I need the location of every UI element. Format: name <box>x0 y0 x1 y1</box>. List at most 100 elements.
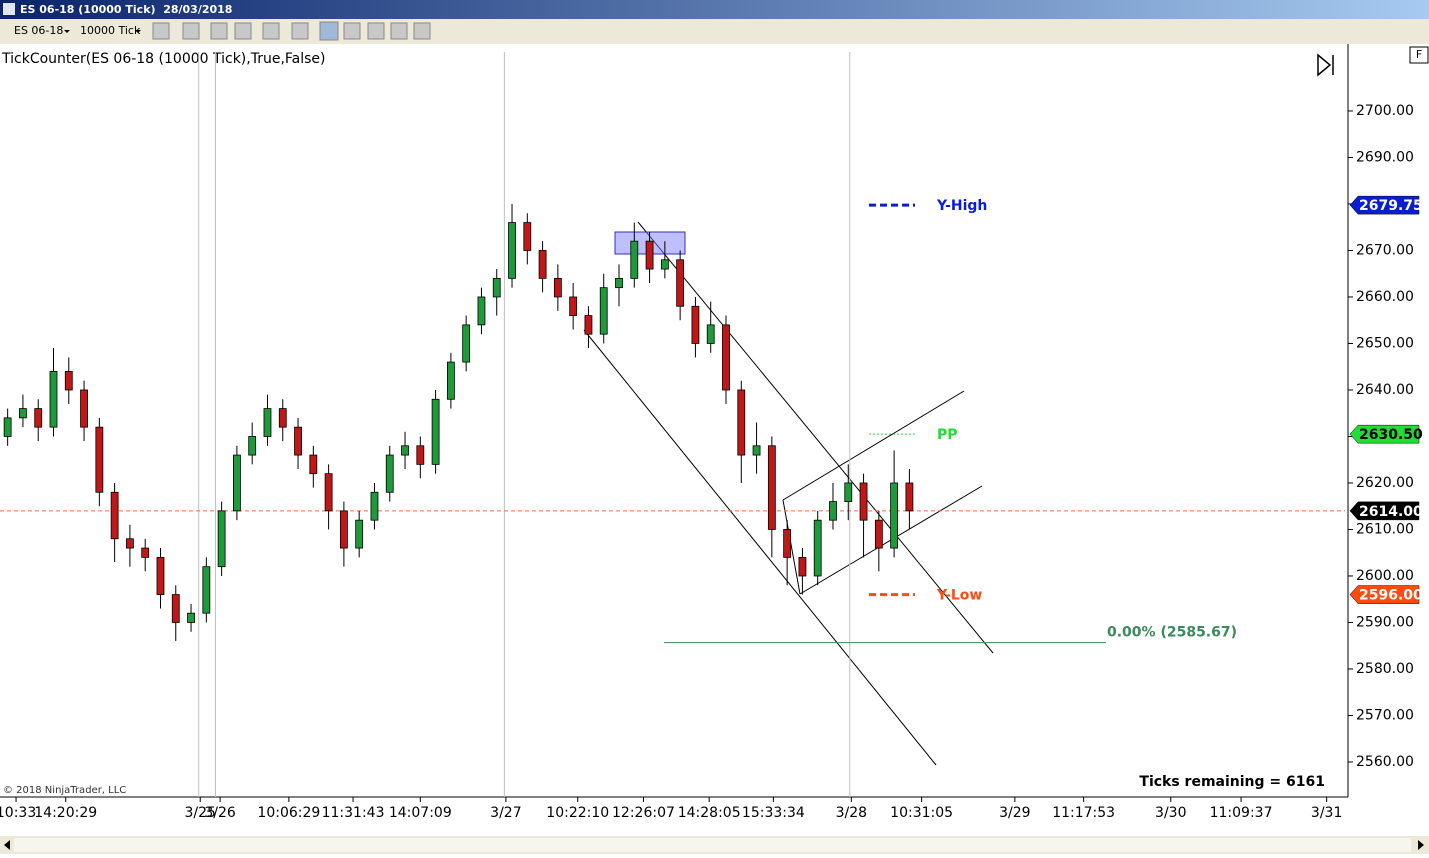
candle-body <box>599 287 608 335</box>
x-tick-label: 3/27 <box>490 805 521 821</box>
price-marker <box>1349 424 1420 444</box>
candle-body <box>813 519 822 577</box>
x-tick-label: 14:07:09 <box>389 805 452 821</box>
candle-body <box>462 324 471 363</box>
x-tick-label: 3/25 <box>184 805 215 821</box>
fib-label: 0.00% (2585.67) <box>1107 625 1237 641</box>
candle-body <box>859 482 868 521</box>
drawing-tools <box>583 221 994 766</box>
candle-body <box>431 398 440 465</box>
y-tick-label: 2660.00 <box>1356 289 1414 305</box>
candle-body <box>248 436 257 456</box>
level-name: PP <box>937 427 958 443</box>
candle-body <box>905 482 914 512</box>
instrument-selector[interactable]: ES 06-18 <box>14 24 63 37</box>
price-marker-label: 2596.00 <box>1359 588 1423 604</box>
scroll-end-button[interactable] <box>1317 53 1334 77</box>
candle-body <box>630 240 639 279</box>
candle-body <box>584 315 593 335</box>
candle-body <box>416 445 425 465</box>
candle-body <box>187 612 195 623</box>
candle-body <box>538 250 547 279</box>
x-tick-label: 12:26:07 <box>612 805 675 821</box>
candle-body <box>339 510 348 549</box>
indicator-title: TickCounter(ES 06-18 (10000 Tick),True,F… <box>1 51 326 67</box>
candle-body <box>202 566 211 614</box>
candle-body <box>691 305 700 344</box>
x-tick-label: 14:20:29 <box>34 805 97 821</box>
y-tick-label: 2640.00 <box>1356 382 1414 398</box>
x-tick-label: 11:09:37 <box>1210 805 1273 821</box>
candle-body <box>355 519 364 549</box>
candle-body <box>645 240 654 270</box>
x-tick-label: 11:17:53 <box>1052 805 1115 821</box>
app-icon <box>3 3 15 15</box>
candle-body <box>798 556 807 577</box>
scrollbar-track[interactable] <box>14 838 1411 852</box>
level-name: Y-Low <box>936 588 982 604</box>
candle-body <box>874 519 883 549</box>
candle-body <box>615 277 623 289</box>
candle-body <box>263 408 272 437</box>
candle-body <box>446 361 455 400</box>
y-tick-label: 2610.00 <box>1356 521 1414 537</box>
candle-body <box>126 538 134 549</box>
interval-selector[interactable]: 10000 Tick <box>80 24 141 37</box>
candle-body <box>722 324 730 391</box>
x-tick-label: 11:31:43 <box>322 805 385 821</box>
window-title: ES 06-18 (10000 Tick) 28/03/2018 <box>20 3 232 16</box>
x-tick-label: 14:28:05 <box>678 805 741 821</box>
candle-body <box>783 529 792 558</box>
candle-body <box>767 445 776 530</box>
candle-body <box>156 556 165 595</box>
x-tick-label: 10:22:10 <box>546 805 609 821</box>
candle-body <box>660 259 669 270</box>
x-tick-label: 3/26 <box>204 805 236 821</box>
x-tick-label: 10:31:05 <box>890 805 953 821</box>
candle-body <box>523 222 532 251</box>
candle-body <box>752 445 761 456</box>
price-marker <box>1349 585 1420 604</box>
candle-body <box>34 408 43 428</box>
candle-body <box>233 454 241 512</box>
x-tick-label: 3/31 <box>1311 805 1342 821</box>
y-tick-label: 2670.00 <box>1356 242 1414 258</box>
price-marker-label: 2679.75 <box>1359 198 1423 214</box>
candle-body <box>890 482 899 549</box>
x-tick-label: 15:33:34 <box>742 805 805 821</box>
toolbar-buttons[interactable] <box>152 21 431 41</box>
x-tick-label: 10:33 <box>0 805 36 821</box>
candle-body <box>19 408 27 419</box>
candle-body <box>508 222 516 279</box>
price-marker <box>1349 501 1420 521</box>
candle-body <box>95 426 104 493</box>
y-tick-label: 2600.00 <box>1356 568 1414 584</box>
candle-body <box>309 454 318 475</box>
candle-body <box>385 454 394 493</box>
x-tick-label: 10:06:29 <box>257 805 320 821</box>
candle-body <box>477 296 486 326</box>
candle-body <box>49 370 58 428</box>
price-marker-label: 2614.00 <box>1359 504 1423 520</box>
y-tick-label: 2690.00 <box>1356 149 1414 165</box>
candle-body <box>844 482 853 502</box>
candle-body <box>829 501 837 521</box>
candle-body <box>141 547 150 558</box>
price-marker-label: 2630.50 <box>1359 427 1423 443</box>
candle-body <box>217 510 226 568</box>
panel-button[interactable] <box>1409 46 1429 64</box>
candle-body <box>492 277 501 298</box>
x-tick-label: 3/28 <box>836 805 867 821</box>
copyright: © 2018 NinjaTrader, LLC <box>3 785 126 796</box>
price-marker <box>1349 195 1420 215</box>
candle-body <box>676 259 685 307</box>
y-tick-label: 2590.00 <box>1356 614 1414 630</box>
candle-body <box>3 417 12 437</box>
y-tick-label: 2570.00 <box>1356 707 1414 723</box>
candle-body <box>401 445 409 456</box>
y-tick-label: 2700.00 <box>1356 103 1414 119</box>
y-tick-label: 2560.00 <box>1356 754 1414 770</box>
candle-body <box>80 389 88 428</box>
